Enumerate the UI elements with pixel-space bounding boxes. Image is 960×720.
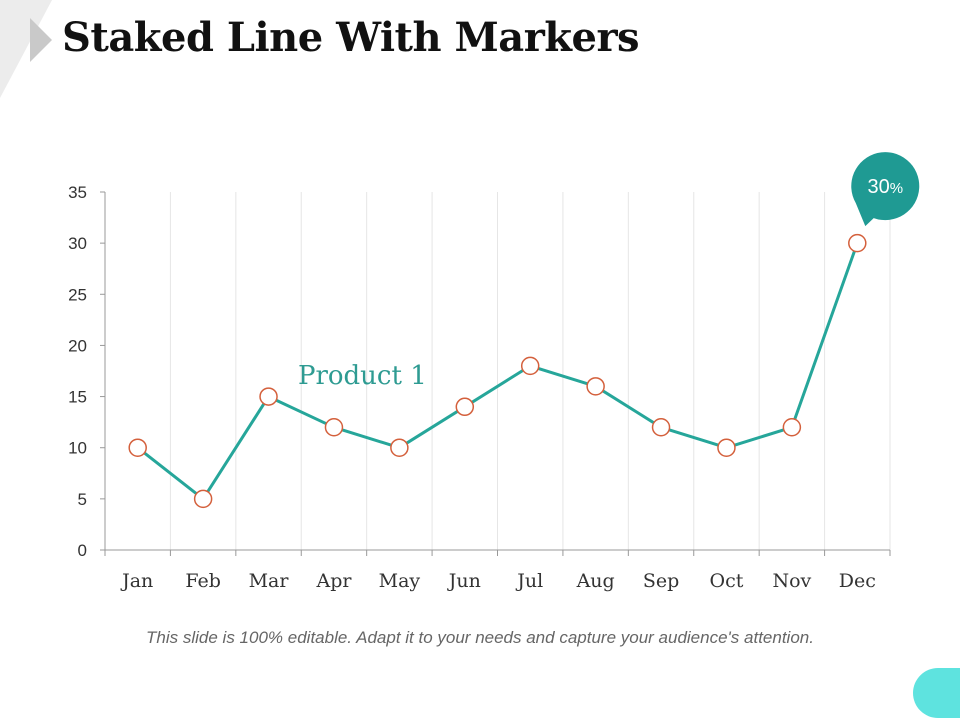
data-point-jul	[520, 356, 540, 376]
x-tick-label: Feb	[185, 570, 221, 592]
y-tick-label: 20	[68, 336, 87, 355]
footer-note: This slide is 100% editable. Adapt it to…	[146, 628, 814, 647]
x-tick-label: Oct	[710, 570, 744, 592]
x-tick-label: Aug	[576, 570, 615, 592]
data-point-nov	[782, 418, 802, 437]
callout-value: 30	[867, 176, 889, 198]
series-line-product-1	[136, 241, 859, 501]
axes	[100, 191, 891, 556]
data-markers	[128, 233, 867, 509]
gridlines	[169, 192, 891, 550]
data-point-aug	[586, 377, 605, 396]
x-tick-label: Apr	[315, 570, 352, 592]
corner-triangle-light	[0, 0, 52, 98]
x-tick-label: Sep	[643, 570, 679, 592]
line-chart: 0 5 10 15 20 25 30 35 Jan Feb Mar Apr May Jun Jul Aug S…	[68, 152, 920, 592]
x-tick-label: Dec	[839, 570, 876, 592]
data-point-sep	[651, 418, 671, 437]
corner-chevron-dark	[30, 18, 52, 62]
y-tick-label: 35	[68, 183, 87, 202]
callout-bubble-shape	[851, 152, 920, 227]
dec-callout-bubble: 30%	[851, 152, 920, 227]
data-point-may	[390, 438, 409, 457]
data-point-jan	[128, 438, 147, 457]
y-tick-label: 25	[68, 285, 87, 304]
slide-title: Staked Line With Markers	[62, 14, 640, 61]
callout-value-label: 30%	[867, 176, 903, 198]
y-tick-label: 0	[78, 541, 87, 560]
callout-unit: %	[890, 180, 903, 197]
data-point-feb	[193, 489, 213, 509]
x-tick-label: Jan	[120, 570, 153, 592]
data-point-mar	[259, 387, 278, 406]
y-tick-label: 15	[68, 388, 87, 407]
x-tick-label: Nov	[772, 570, 811, 592]
x-tick-label: Jun	[447, 570, 481, 592]
series-product-1	[136, 241, 859, 501]
y-tick-label: 5	[78, 490, 87, 509]
data-point-jun	[455, 397, 475, 417]
y-tick-label: 10	[68, 439, 87, 458]
x-tick-labels: Jan Feb Mar Apr May Jun Jul Aug Sep Oct Nov Dec	[120, 570, 876, 592]
corner-arrow-decoration	[0, 0, 52, 98]
x-tick-label: Mar	[249, 570, 290, 592]
y-tick-label: 30	[68, 234, 87, 253]
accent-blob-decoration	[913, 668, 960, 718]
data-point-dec	[848, 233, 867, 253]
data-point-oct	[717, 438, 736, 457]
data-point-apr	[324, 418, 344, 437]
x-tick-label: Jul	[515, 570, 543, 592]
y-tick-labels: 0 5 10 15 20 25 30 35	[68, 183, 87, 560]
x-tick-label: May	[379, 570, 421, 592]
series-label: Product 1	[298, 361, 427, 391]
